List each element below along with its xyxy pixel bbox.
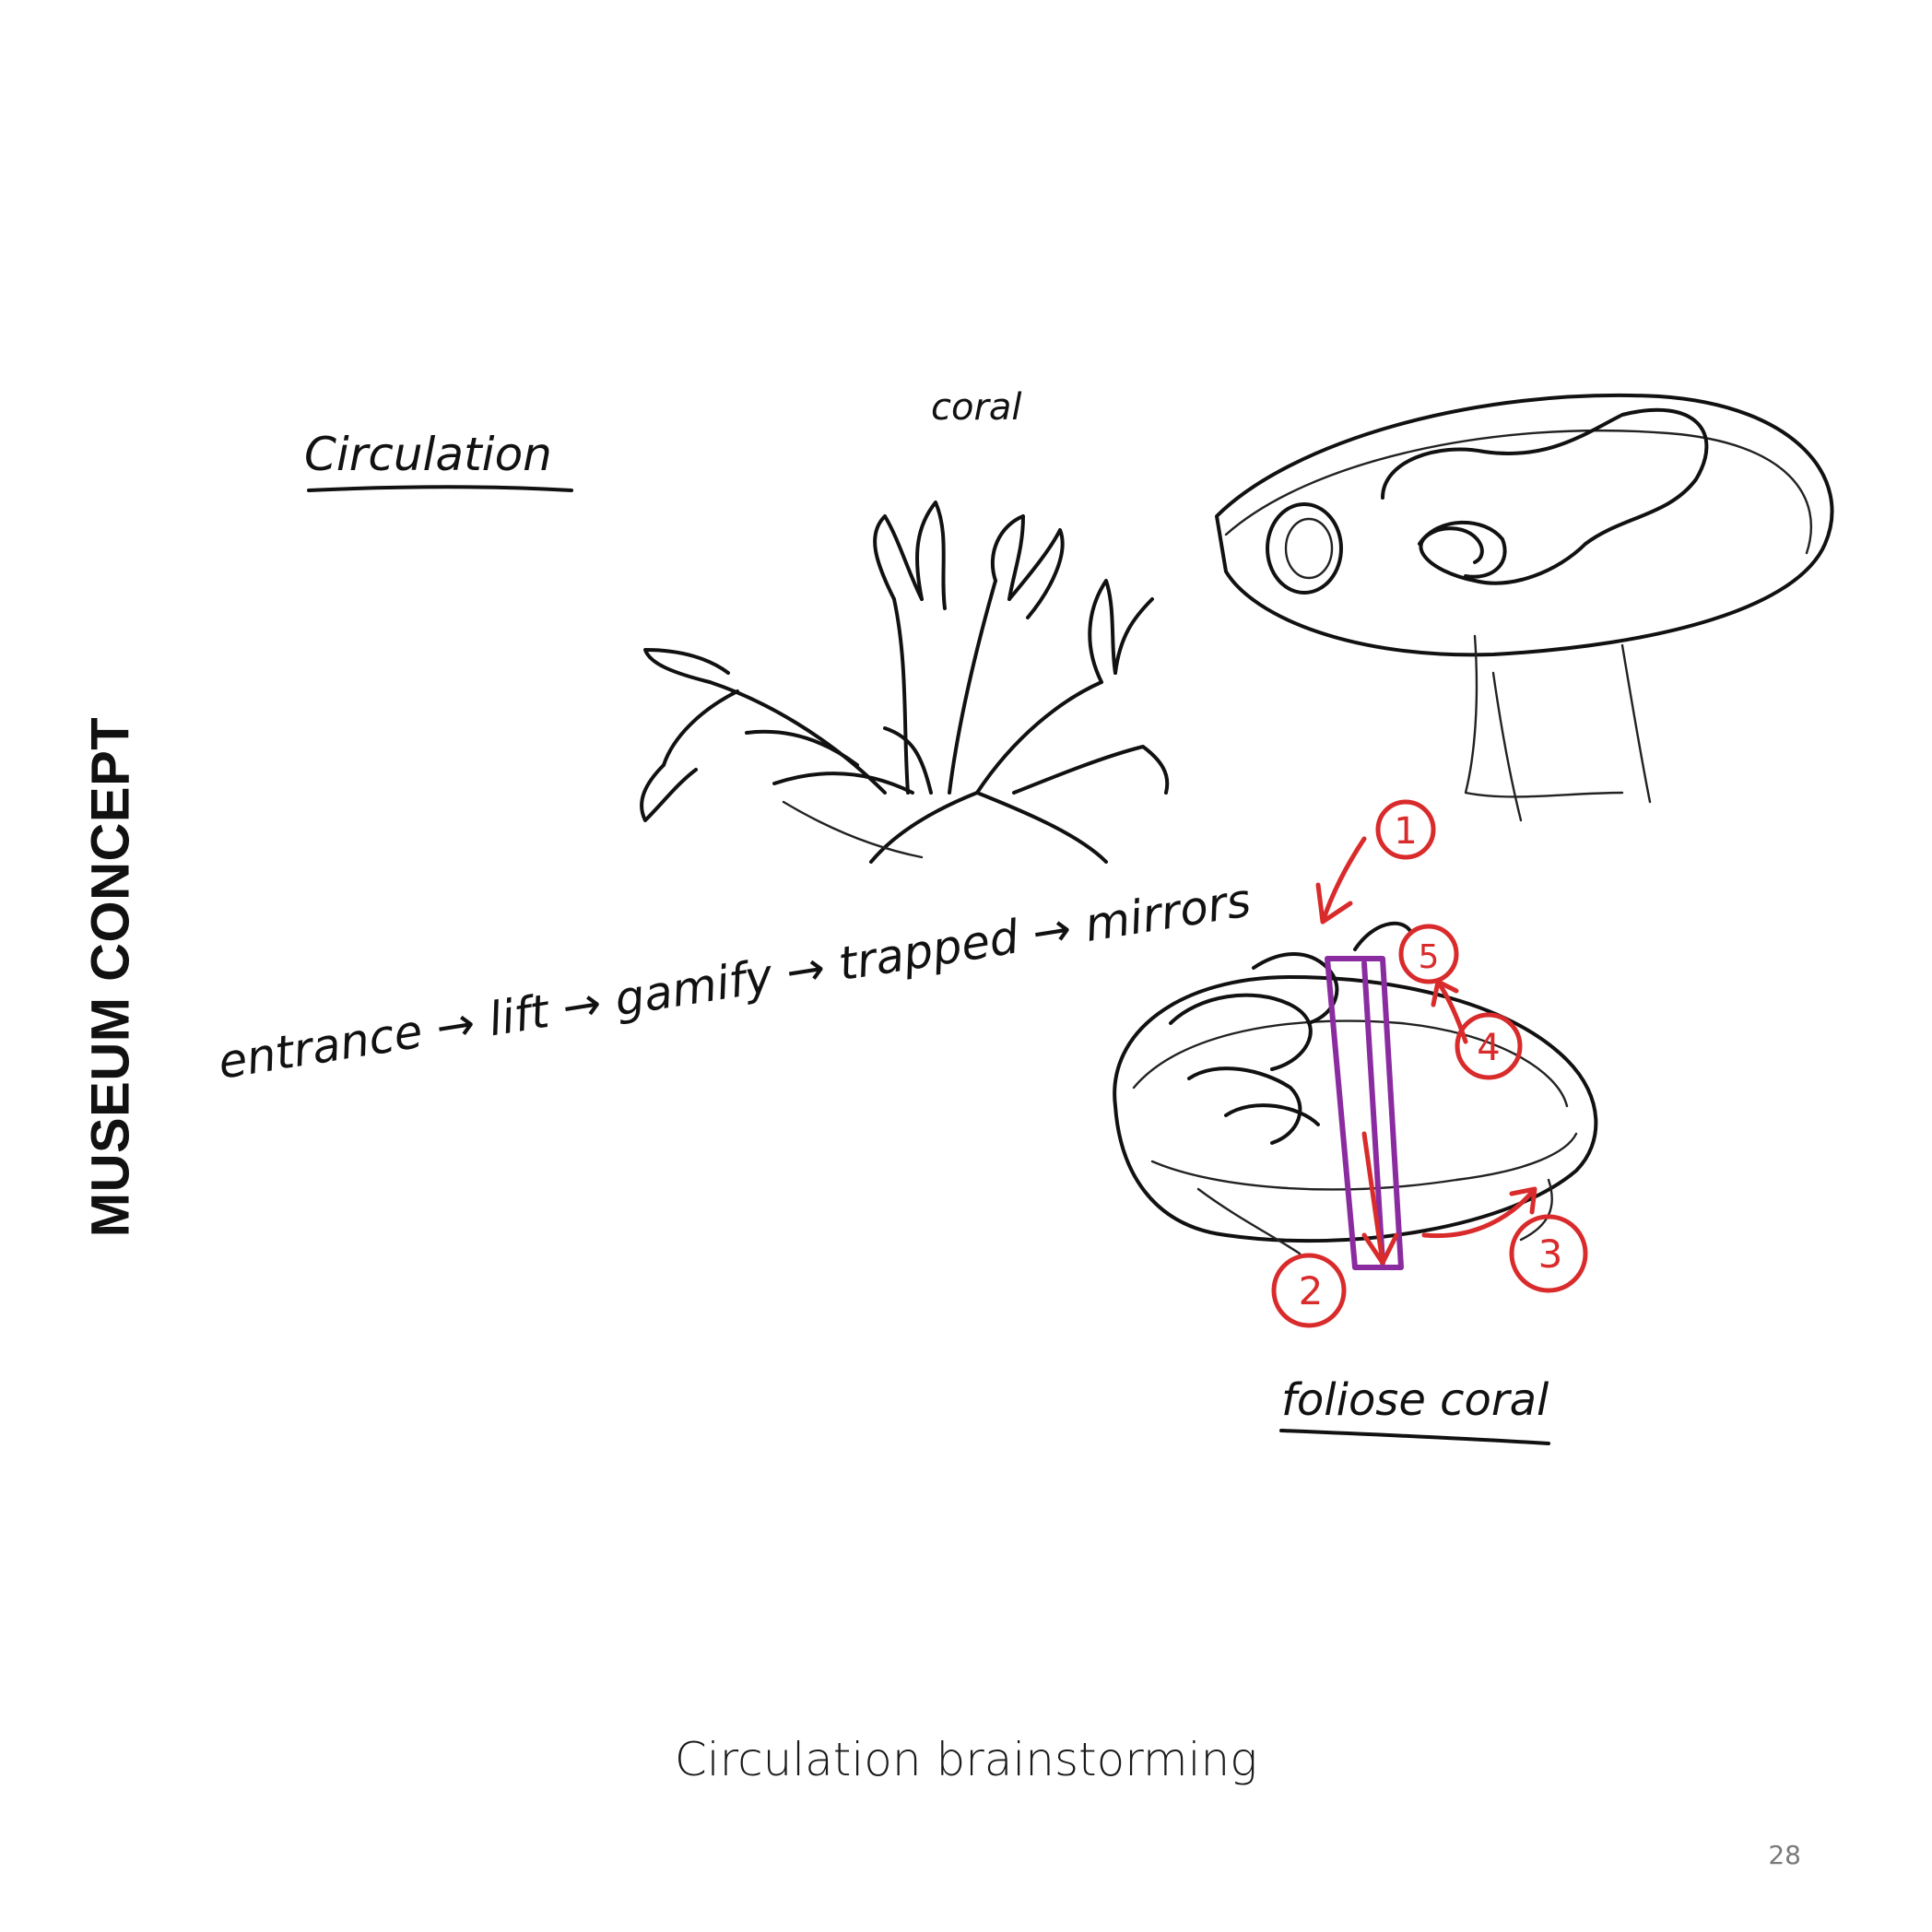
- descent-arrow: [1361, 1131, 1399, 1266]
- up-arrow: [1431, 979, 1468, 1044]
- lift-shaft-mark: [1325, 956, 1404, 1270]
- table-coral-massing-sketch: [1215, 393, 1834, 822]
- step-marker-4: 4: [1455, 1012, 1523, 1080]
- flow-note: entrance → lift → gamify → trapped → mir…: [215, 873, 1255, 1089]
- page-number: 28: [1768, 1840, 1801, 1870]
- circulation-underline: [307, 485, 573, 492]
- figure-caption: Circulation brainstorming: [674, 1733, 1258, 1786]
- circulation-flow-sketch: entrance → lift → gamify → trapped → mir…: [215, 873, 1255, 1089]
- loop-arrow: [1421, 1186, 1537, 1239]
- step-marker-1: 1: [1375, 799, 1436, 860]
- svg-text:4: 4: [1477, 1027, 1500, 1069]
- svg-text:1: 1: [1394, 810, 1417, 853]
- coral-label: coral: [931, 386, 1022, 429]
- step-marker-5: 5: [1398, 924, 1459, 984]
- circulation-heading-sketch: Circulation: [304, 428, 573, 492]
- branching-coral-sketch: coral: [640, 386, 1170, 864]
- foliose-coral-sketch: 1 2 3 4 5 foliose coral: [1113, 799, 1598, 1445]
- step-marker-3: 3: [1509, 1214, 1588, 1293]
- foliose-coral-label: foliose coral: [1281, 1374, 1549, 1426]
- circulation-label: Circulation: [304, 428, 552, 481]
- foliose-underline: [1279, 1429, 1550, 1445]
- svg-text:3: 3: [1538, 1231, 1563, 1277]
- svg-text:5: 5: [1419, 938, 1440, 976]
- step-marker-2: 2: [1271, 1253, 1347, 1328]
- svg-text:2: 2: [1299, 1268, 1324, 1314]
- entry-arrow: [1320, 836, 1367, 925]
